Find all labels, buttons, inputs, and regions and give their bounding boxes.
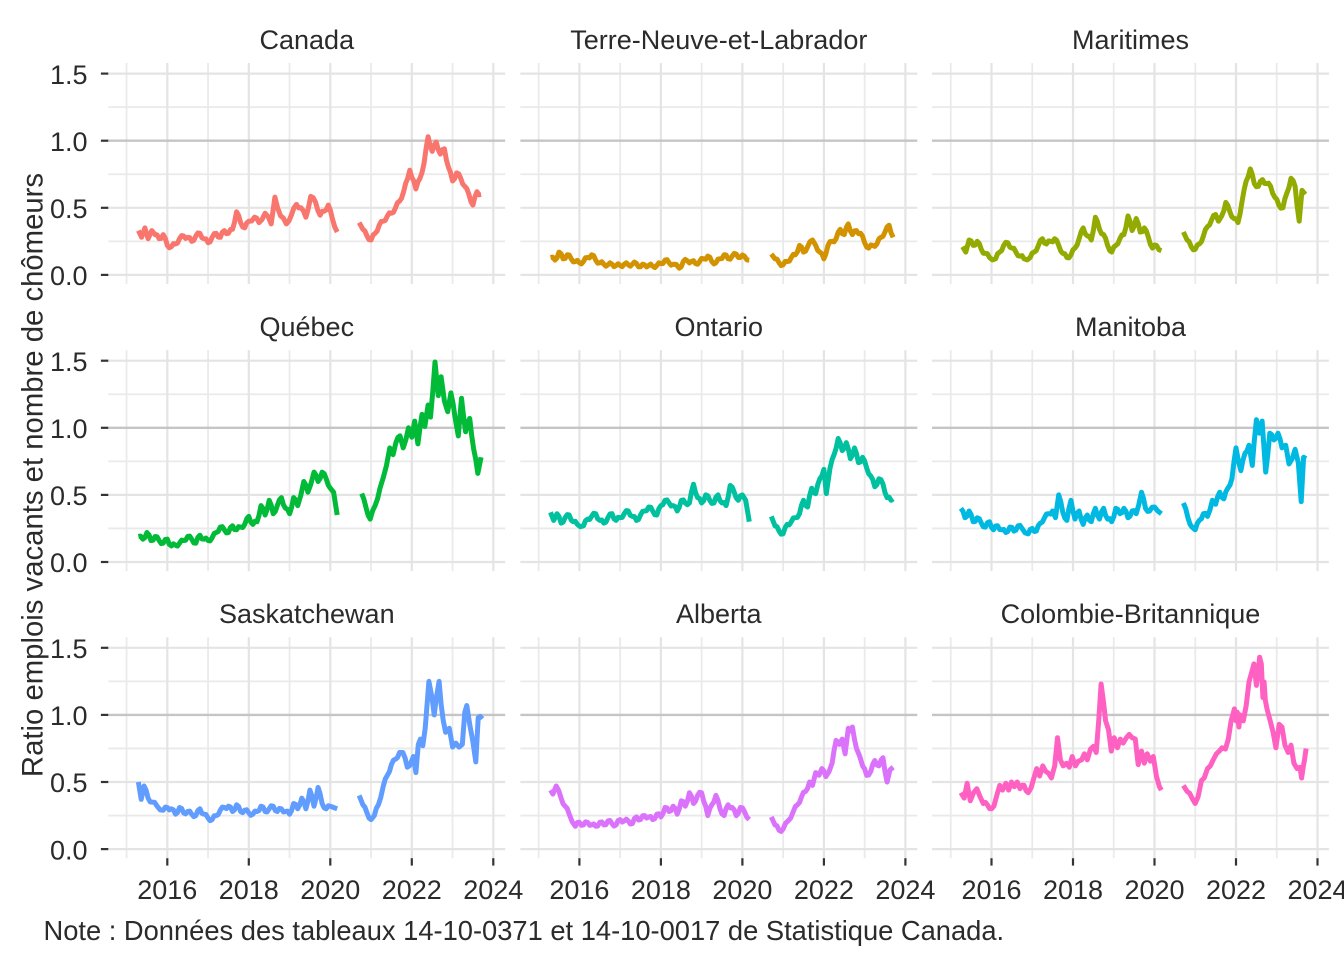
svg-text:2018: 2018 — [1043, 875, 1103, 905]
svg-text:2018: 2018 — [219, 875, 279, 905]
svg-text:1.5: 1.5 — [50, 347, 88, 377]
svg-text:2022: 2022 — [794, 875, 854, 905]
svg-text:Saskatchewan: Saskatchewan — [219, 599, 395, 629]
svg-text:2016: 2016 — [549, 875, 609, 905]
svg-text:0.0: 0.0 — [50, 835, 88, 865]
svg-text:1.5: 1.5 — [50, 634, 88, 664]
svg-text:2024: 2024 — [1287, 875, 1344, 905]
svg-text:Ontario: Ontario — [675, 312, 764, 342]
svg-text:Ratio emplois vacants et nombr: Ratio emplois vacants et nombre de chôme… — [17, 173, 50, 777]
svg-text:2020: 2020 — [712, 875, 772, 905]
svg-text:0.0: 0.0 — [50, 548, 88, 578]
svg-text:2020: 2020 — [1124, 875, 1184, 905]
svg-text:0.5: 0.5 — [50, 481, 88, 511]
svg-text:2024: 2024 — [875, 875, 935, 905]
svg-text:1.5: 1.5 — [50, 60, 88, 90]
svg-text:2020: 2020 — [300, 875, 360, 905]
svg-text:2016: 2016 — [961, 875, 1021, 905]
svg-text:2018: 2018 — [631, 875, 691, 905]
svg-text:2022: 2022 — [382, 875, 442, 905]
svg-text:Maritimes: Maritimes — [1072, 25, 1189, 55]
svg-text:Terre-Neuve-et-Labrador: Terre-Neuve-et-Labrador — [570, 25, 867, 55]
svg-text:1.0: 1.0 — [50, 127, 88, 157]
svg-text:Note : Données des tableaux 14: Note : Données des tableaux 14-10-0371 e… — [44, 915, 1005, 946]
svg-text:2022: 2022 — [1206, 875, 1266, 905]
svg-text:1.0: 1.0 — [50, 701, 88, 731]
svg-text:0.5: 0.5 — [50, 194, 88, 224]
svg-text:Colombie-Britannique: Colombie-Britannique — [1001, 599, 1261, 629]
svg-text:0.5: 0.5 — [50, 768, 88, 798]
svg-text:Canada: Canada — [260, 25, 356, 55]
svg-text:Alberta: Alberta — [676, 599, 763, 629]
svg-text:Québec: Québec — [260, 312, 355, 342]
svg-text:1.0: 1.0 — [50, 414, 88, 444]
svg-text:Manitoba: Manitoba — [1075, 312, 1187, 342]
svg-text:0.0: 0.0 — [50, 261, 88, 291]
svg-text:2016: 2016 — [137, 875, 197, 905]
svg-text:2024: 2024 — [463, 875, 523, 905]
